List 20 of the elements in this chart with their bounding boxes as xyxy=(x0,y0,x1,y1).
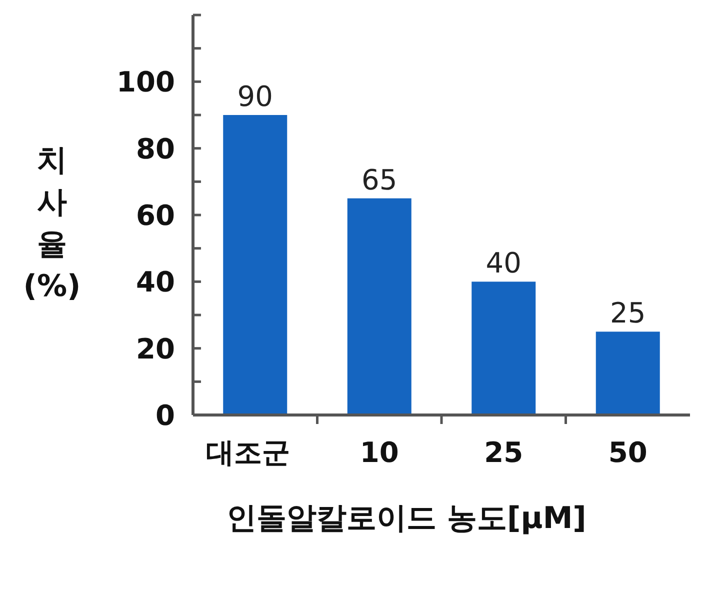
bar xyxy=(347,198,412,415)
data-label: 25 xyxy=(610,296,646,330)
y-tick-label: 40 xyxy=(136,266,175,299)
y-tick-label: 0 xyxy=(156,399,175,432)
x-tick-label: 25 xyxy=(484,436,524,469)
y-tick-label: 60 xyxy=(136,199,175,232)
bar xyxy=(596,332,660,415)
x-axis-title: 인돌알칼로이드 농도[μM] xyxy=(226,501,586,536)
x-tick-label: 10 xyxy=(360,436,399,469)
x-tick-label: 50 xyxy=(608,436,648,469)
data-label: 40 xyxy=(486,246,522,280)
y-tick-label: 20 xyxy=(136,332,175,366)
y-tick-label: 80 xyxy=(136,132,175,166)
y-tick-label: 100 xyxy=(116,66,175,99)
bar xyxy=(223,115,288,415)
data-label: 90 xyxy=(237,80,273,113)
x-tick-label: 대조군 xyxy=(206,436,290,469)
bar xyxy=(472,282,536,415)
data-label: 65 xyxy=(362,163,398,196)
y-axis-title: 치사율 (%) xyxy=(23,143,81,304)
